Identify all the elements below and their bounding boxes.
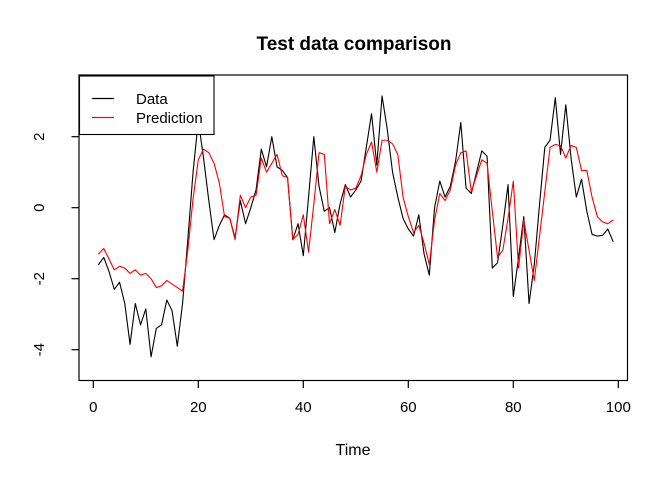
y-tick-label: 2 [31,133,48,141]
legend-label-data: Data [136,91,168,108]
x-tick-label: 0 [89,399,97,416]
plot-box [78,74,629,382]
legend-box [78,75,215,136]
y-tick-label: 0 [31,204,48,212]
y-axis: -4 -2 0 2 [31,133,79,356]
y-tick-label: -4 [31,343,48,356]
legend-label-prediction: Prediction [136,110,203,127]
x-tick-label: 100 [606,399,631,416]
x-axis-title: Time [336,442,371,459]
y-tick-label: -2 [31,272,48,285]
x-tick-label: 60 [400,399,417,416]
chart-title: Test data comparison [257,34,452,55]
x-axis: 0 20 40 60 80 100 [89,380,631,416]
legend: Data Prediction [78,75,215,136]
x-tick-label: 40 [295,399,312,416]
x-tick-label: 20 [190,399,207,416]
series-line-prediction [98,139,614,292]
series-line-data [98,95,614,358]
series-group [98,95,614,358]
x-tick-label: 80 [505,399,522,416]
